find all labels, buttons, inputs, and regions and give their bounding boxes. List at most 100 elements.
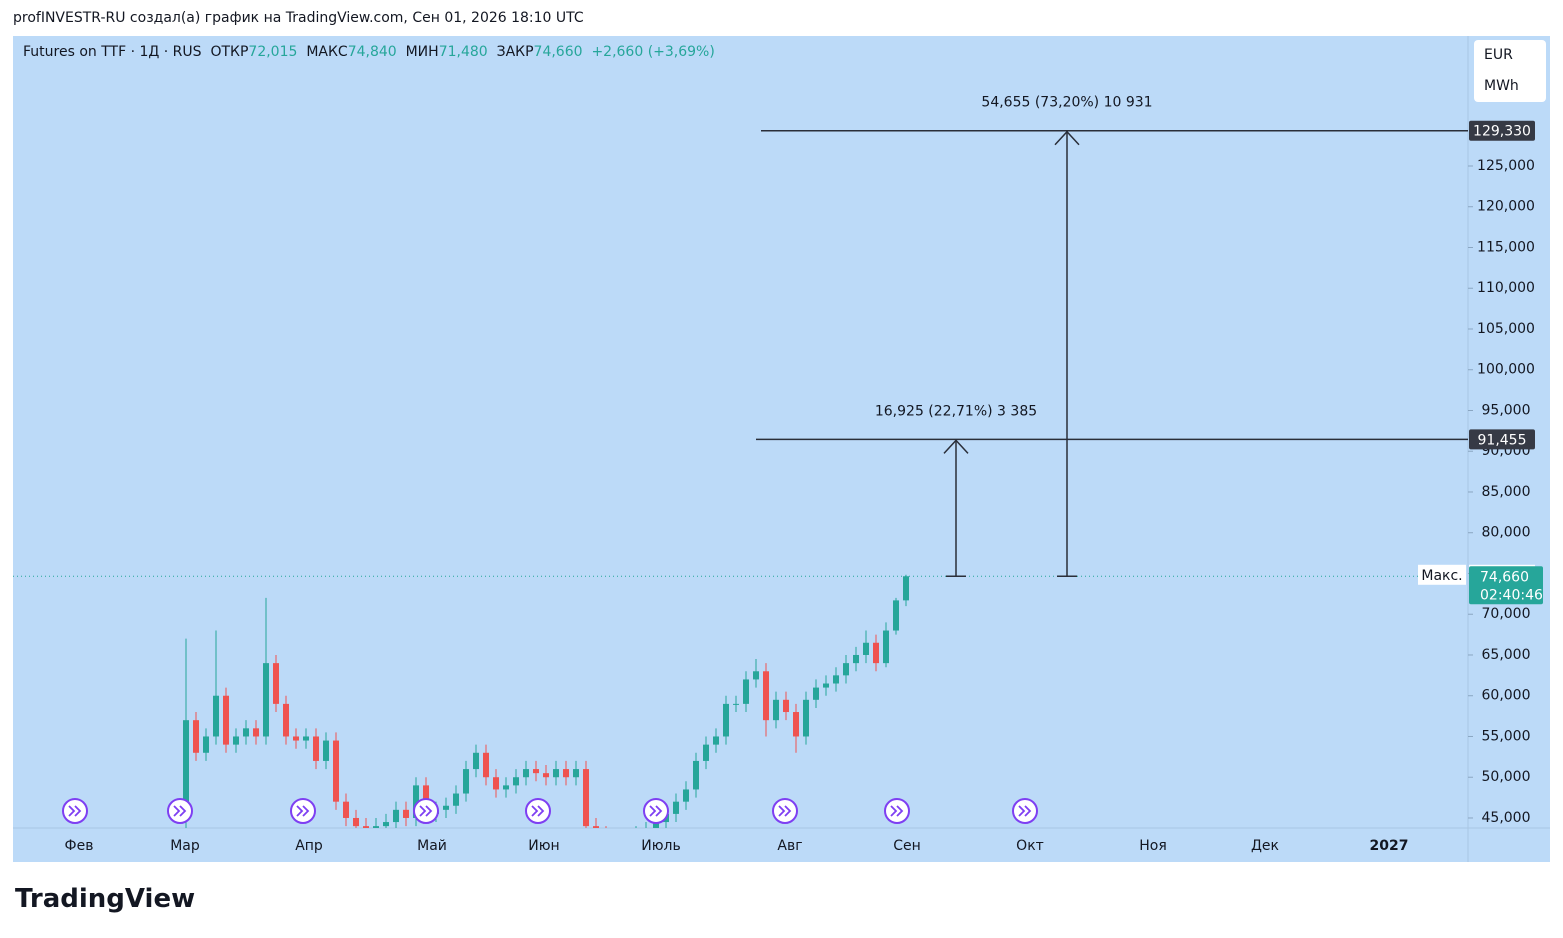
- ohlc-value: 71,480: [438, 44, 488, 60]
- candle-body: [533, 769, 539, 774]
- candle-body: [583, 769, 589, 827]
- ohlc-value: 72,015: [248, 44, 298, 60]
- x-tick-label: Фев: [65, 838, 94, 854]
- price-level-tag-label: 91,455: [1478, 432, 1527, 448]
- y-tick-label: 100,000: [1477, 362, 1535, 378]
- candle-body: [803, 699, 809, 737]
- event-icon-arrow: [1018, 805, 1032, 817]
- event-icon-arrow: [173, 805, 187, 817]
- candle-body: [823, 683, 829, 688]
- candle-body: [553, 769, 559, 778]
- event-icon-arrow: [649, 805, 663, 817]
- event-icon-arrow: [296, 805, 310, 817]
- y-tick-label: 60,000: [1482, 688, 1531, 704]
- x-tick-label: Мар: [170, 838, 200, 854]
- candle-body: [673, 801, 679, 814]
- measure-arrowhead: [943, 439, 969, 454]
- y-tick-label: 55,000: [1482, 728, 1531, 744]
- candles: [183, 574, 909, 828]
- unit-box: [1474, 40, 1546, 102]
- candle-body: [733, 703, 739, 705]
- event-icon-arrow: [778, 805, 792, 817]
- ohlc-label: ОТКР: [210, 44, 249, 60]
- event-icon-arrow: [419, 805, 433, 817]
- candle-body: [713, 736, 719, 745]
- candle-body: [863, 642, 869, 655]
- ohlc-value: 74,660: [533, 44, 583, 60]
- candle-body: [893, 600, 899, 631]
- candle-body: [473, 752, 479, 770]
- candle-body: [833, 675, 839, 684]
- candle-body: [443, 805, 449, 810]
- candle-body: [353, 817, 359, 827]
- x-tick-label: Апр: [295, 838, 323, 854]
- candle-body: [193, 720, 199, 753]
- candle-body: [203, 736, 209, 753]
- candle-body: [653, 822, 659, 828]
- attribution: profINVESTR-RU создал(а) график на Tradi…: [13, 10, 584, 26]
- candle-body: [313, 736, 319, 761]
- candle-body: [723, 703, 729, 737]
- y-tick-label: 105,000: [1477, 321, 1535, 337]
- price-level-tag: [1469, 120, 1535, 141]
- candle-body: [703, 744, 709, 761]
- x-tick-label: Ноя: [1139, 838, 1167, 854]
- x-tick-label: Дек: [1251, 838, 1279, 854]
- candle-body: [223, 695, 229, 745]
- x-tick-label: Авг: [777, 838, 802, 854]
- candle-body: [523, 769, 529, 778]
- candle-body: [783, 699, 789, 713]
- max-caption-box: [1418, 564, 1466, 585]
- measure-label: 16,925 (22,71%) 3 385: [875, 403, 1037, 419]
- max-caption: Макс.: [1421, 568, 1462, 584]
- candle-body: [283, 703, 289, 737]
- y-tick-label: 80,000: [1482, 525, 1531, 541]
- x-tick-label: Июль: [641, 838, 680, 854]
- candle-body: [873, 642, 879, 664]
- candle-body: [393, 809, 399, 823]
- event-icon-arrow: [68, 805, 82, 817]
- candle-body: [403, 809, 409, 818]
- x-tick-label: Июн: [528, 838, 559, 854]
- measure-arrowhead: [1054, 130, 1080, 146]
- x-tick-label: Май: [417, 838, 447, 854]
- candle-body: [303, 736, 309, 741]
- last-price-tag: [1469, 566, 1543, 605]
- ohlc-label: ЗАКР: [496, 44, 534, 60]
- price-level-tag: [1469, 429, 1535, 450]
- candle-body: [243, 728, 249, 737]
- candle-body: [363, 826, 369, 828]
- logo: TradingView: [15, 884, 195, 914]
- last-price-label: 74,660: [1480, 569, 1529, 585]
- candle-body: [213, 695, 219, 737]
- y-tick-label: 70,000: [1482, 606, 1531, 622]
- y-tick-label: 120,000: [1477, 199, 1535, 215]
- candle-body: [343, 801, 349, 818]
- candle-body: [793, 712, 799, 737]
- candle-body: [253, 728, 259, 737]
- unit-currency: EUR: [1484, 47, 1513, 63]
- candle-body: [773, 699, 779, 721]
- y-tick-label: 50,000: [1482, 769, 1531, 785]
- y-tick-label: 65,000: [1482, 647, 1531, 663]
- candle-body: [593, 826, 599, 828]
- candle-body: [273, 663, 279, 704]
- candle-body: [883, 630, 889, 664]
- ohlc-value: 74,840: [347, 44, 397, 60]
- countdown: 02:40:46: [1480, 587, 1543, 603]
- change: +2,660 (+3,69%): [591, 44, 715, 60]
- candle-body: [903, 576, 909, 601]
- logo-text: TradingView: [15, 884, 196, 914]
- candle-body: [183, 720, 189, 818]
- y-tick-label: 45,000: [1482, 810, 1531, 826]
- price-level-tag-label: 129,330: [1473, 124, 1531, 140]
- measure-label: 54,655 (73,20%) 10 931: [981, 95, 1152, 111]
- candle-body: [683, 789, 689, 802]
- y-tick-label: 85,000: [1482, 484, 1531, 500]
- candle-body: [373, 826, 379, 828]
- unit-measure: MWh: [1484, 78, 1519, 94]
- event-icon-arrow: [531, 805, 545, 817]
- y-tick-label: 115,000: [1477, 239, 1535, 255]
- candle-body: [333, 740, 339, 802]
